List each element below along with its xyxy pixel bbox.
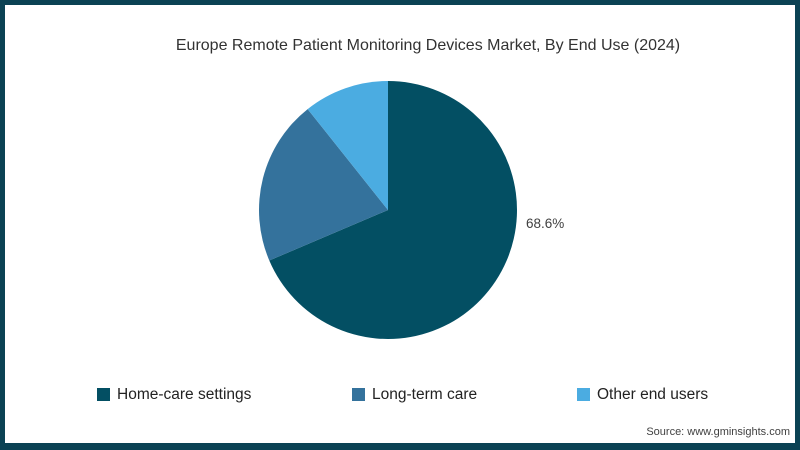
- pie-slice-other-end-users: [307, 81, 388, 210]
- pie-slice-long-term-care: [258, 109, 388, 261]
- legend-swatch-home-care-settings: [97, 388, 110, 401]
- legend-item-label: Home-care settings: [117, 386, 252, 403]
- legend-item-other-end-users: Other end users: [577, 386, 708, 403]
- legend-item-long-term-care: Long-term care: [352, 386, 477, 403]
- legend-swatch-other-end-users: [577, 388, 590, 401]
- bottom-border-bar: [0, 443, 800, 450]
- pie-slice-home-care-settings: [269, 81, 517, 339]
- legend-item-label: Other end users: [597, 386, 709, 403]
- chart-title: Europe Remote Patient Monitoring Devices…: [175, 37, 681, 54]
- legend-item-label: Long-term care: [372, 386, 478, 403]
- legend-swatch-long-term-care: [352, 388, 365, 401]
- slice-value-label: 68.6%: [526, 216, 565, 231]
- source-attribution: Source: www.gminsights.com: [646, 426, 790, 438]
- legend-item-home-care-settings: Home-care settings: [97, 386, 251, 403]
